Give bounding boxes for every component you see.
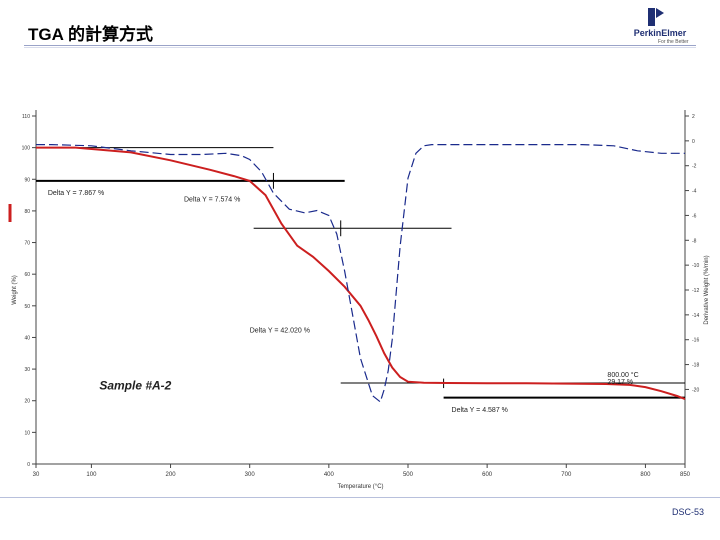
- y-tick-label: 10: [24, 430, 30, 436]
- y-tick-label: 110: [22, 114, 30, 120]
- chart-annotation: Delta Y = 42.020 %: [250, 328, 310, 335]
- chart-annotations: Delta Y = 7.867 % Delta Y = 7.574 % Delta …: [48, 190, 639, 414]
- chart-series: [36, 143, 686, 403]
- x-axis-label: Temperature (°C): [337, 484, 383, 490]
- y-tick-label: 50: [24, 304, 30, 310]
- company-logo: PerkinElmer For the Better: [618, 4, 702, 48]
- y2-tick-label: 0: [692, 139, 695, 145]
- x-tick-label: 300: [245, 472, 256, 478]
- x-tick-label: 600: [482, 472, 493, 478]
- chart-annotation: Sample #A-2: [99, 379, 171, 393]
- x-tick-label: 30: [33, 472, 40, 478]
- y2-tick-label: 2: [692, 114, 695, 120]
- x-tick-label: 400: [324, 472, 335, 478]
- footer-divider: [0, 497, 720, 498]
- y-tick-label: 40: [24, 335, 30, 341]
- y2-tick-label: -10: [692, 263, 699, 269]
- chart-axes: 30 100 200 300 400 500 600 700 800 85001020304050…: [8, 110, 710, 490]
- derivative-weight-line: [36, 143, 685, 403]
- chart-annotation: Delta Y = 4.587 %: [452, 407, 508, 414]
- y2-axis-label: Derivative Weight (%/min): [704, 255, 710, 324]
- title-divider-secondary: [24, 47, 696, 48]
- chart-annotation: 800.00 °C: [607, 371, 638, 379]
- y2-tick-label: -6: [692, 213, 697, 219]
- slide-title: TGA 的計算方式: [28, 25, 153, 44]
- y2-tick-label: -20: [692, 387, 699, 393]
- y-tick-label: 30: [24, 367, 30, 373]
- x-tick-label: 700: [561, 472, 572, 478]
- x-tick-label: 800: [640, 472, 651, 478]
- logo-mark-icon: [648, 8, 664, 26]
- title-divider: [24, 45, 696, 46]
- y-tick-label: 20: [24, 399, 30, 405]
- x-tick-label: 200: [166, 472, 177, 478]
- y2-tick-label: -14: [692, 313, 699, 319]
- x-tick-label: 100: [86, 472, 97, 478]
- slide-number: DSC-53: [672, 507, 705, 517]
- y-tick-label: 60: [24, 272, 30, 278]
- y2-tick-label: -4: [692, 189, 697, 195]
- y2-tick-label: -8: [692, 238, 697, 244]
- y2-tick-label: -2: [692, 164, 697, 170]
- y-tick-label: 70: [24, 241, 30, 247]
- weight-percent-line: [36, 146, 686, 401]
- chart-annotation: Delta Y = 7.867 %: [48, 190, 104, 197]
- logo-tagline: For the Better: [658, 39, 689, 45]
- tga-chart: 30 100 200 300 400 500 600 700 800 85001020304050…: [8, 110, 710, 490]
- y-axis-label: Weight (%): [12, 275, 18, 305]
- y-tick-label: 0: [27, 462, 30, 468]
- x-tick-label: 500: [403, 472, 414, 478]
- chart-annotation: 29.17 %: [607, 379, 633, 386]
- y2-tick-label: -16: [692, 338, 699, 344]
- y-tick-label: 80: [24, 209, 30, 215]
- y2-tick-label: -12: [692, 288, 699, 294]
- chart-annotation: Delta Y = 7.574 %: [184, 196, 240, 203]
- y-tick-label: 100: [22, 146, 31, 152]
- logo-name: PerkinElmer: [633, 28, 687, 38]
- y-tick-label: 90: [24, 177, 30, 183]
- y2-tick-label: -18: [692, 363, 699, 369]
- x-tick-label: 850: [680, 472, 691, 478]
